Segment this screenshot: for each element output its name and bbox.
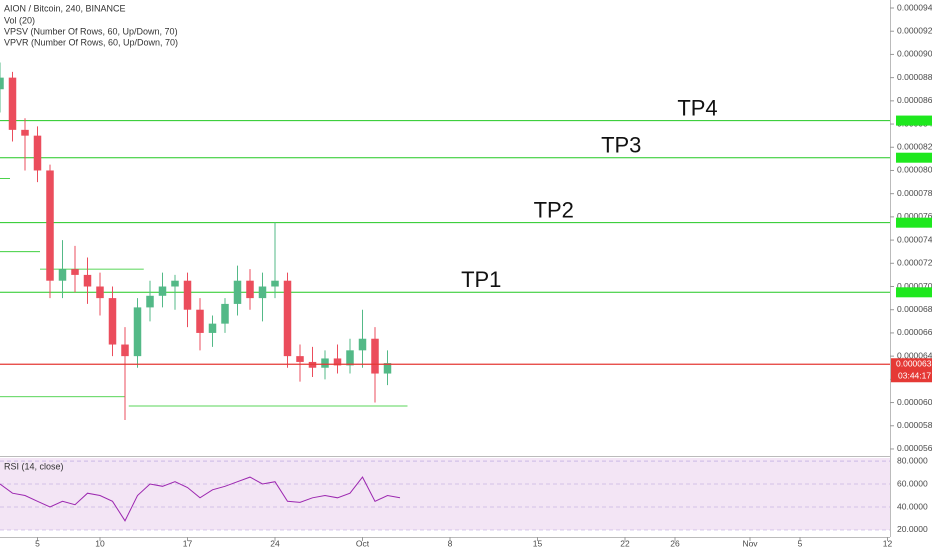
rsi-tick-label: 80.0000 bbox=[897, 455, 928, 465]
target-axis-marker bbox=[896, 115, 932, 126]
candle-body bbox=[8, 77, 17, 130]
indicator-label: VPSV (Number Of Rows, 60, Up/Down, 70) bbox=[4, 26, 178, 36]
candle-body bbox=[258, 286, 267, 299]
candle-body bbox=[83, 274, 92, 287]
target-label: TP1 bbox=[461, 267, 501, 292]
candle-body bbox=[108, 298, 117, 345]
candle-body bbox=[321, 358, 329, 368]
candle-body bbox=[158, 286, 167, 296]
x-tick-label: 26 bbox=[670, 538, 680, 548]
x-tick-label: 10 bbox=[95, 538, 105, 548]
rsi-line bbox=[0, 476, 401, 522]
candle-body bbox=[371, 338, 379, 374]
candle-body bbox=[183, 280, 192, 310]
target-label: TP4 bbox=[677, 95, 717, 120]
x-tick-label: 5 bbox=[35, 538, 40, 548]
x-tick-label: Nov bbox=[742, 538, 758, 548]
last-price-label: 0.0000633 bbox=[896, 359, 932, 369]
rsi-tick-label: 40.0000 bbox=[897, 501, 928, 511]
rsi-title: RSI (14, close) bbox=[4, 461, 64, 471]
x-tick-label: 15 bbox=[533, 538, 543, 548]
candle-body bbox=[96, 286, 104, 299]
candle-body bbox=[171, 280, 179, 287]
rsi-band bbox=[0, 458, 890, 530]
candle-body bbox=[271, 280, 279, 287]
candle-body bbox=[58, 269, 67, 281]
countdown-label: 03:44:17 bbox=[898, 371, 931, 381]
last-price-box bbox=[891, 358, 932, 383]
candle-body bbox=[283, 280, 292, 357]
candle-body bbox=[146, 295, 154, 308]
candle-body bbox=[21, 129, 29, 136]
rsi-tick-label: 60.0000 bbox=[897, 478, 928, 488]
y-tick-label: 0.0000560 bbox=[897, 443, 932, 453]
x-tick-label: 8 bbox=[448, 538, 453, 548]
target-label: TP2 bbox=[534, 197, 574, 222]
indicator-label: Vol (20) bbox=[4, 15, 35, 25]
target-axis-marker bbox=[896, 217, 932, 228]
x-tick-label: 12 bbox=[883, 538, 893, 548]
x-tick-label: 24 bbox=[270, 538, 280, 548]
candle-body bbox=[121, 344, 129, 357]
candle-body bbox=[33, 135, 42, 171]
candle-body bbox=[208, 323, 217, 333]
candle-body bbox=[233, 280, 242, 304]
x-tick-label: 17 bbox=[183, 538, 193, 548]
target-axis-marker bbox=[896, 152, 932, 163]
x-tick-label: 22 bbox=[620, 538, 630, 548]
candle-body bbox=[196, 309, 204, 333]
candle-body bbox=[71, 269, 79, 275]
candle-body bbox=[0, 77, 4, 90]
candle-body bbox=[246, 280, 254, 299]
x-tick-label: 5 bbox=[798, 538, 803, 548]
candle-body bbox=[46, 170, 54, 281]
symbol-title: AION / Bitcoin, 240, BINANCE bbox=[4, 3, 126, 13]
candle-body bbox=[358, 338, 367, 351]
candle-body bbox=[333, 358, 342, 366]
target-label: TP3 bbox=[601, 133, 641, 158]
candle-body bbox=[296, 356, 304, 362]
candle-body bbox=[346, 350, 354, 366]
rsi-tick-label: 20.0000 bbox=[897, 524, 928, 534]
indicator-label: VPVR (Number Of Rows, 60, Up/Down, 70) bbox=[4, 37, 178, 47]
candle-body bbox=[133, 307, 142, 357]
x-tick-label: Oct bbox=[356, 538, 370, 548]
candle-body bbox=[383, 363, 392, 374]
candle-body bbox=[221, 303, 229, 324]
target-axis-marker bbox=[896, 287, 932, 298]
